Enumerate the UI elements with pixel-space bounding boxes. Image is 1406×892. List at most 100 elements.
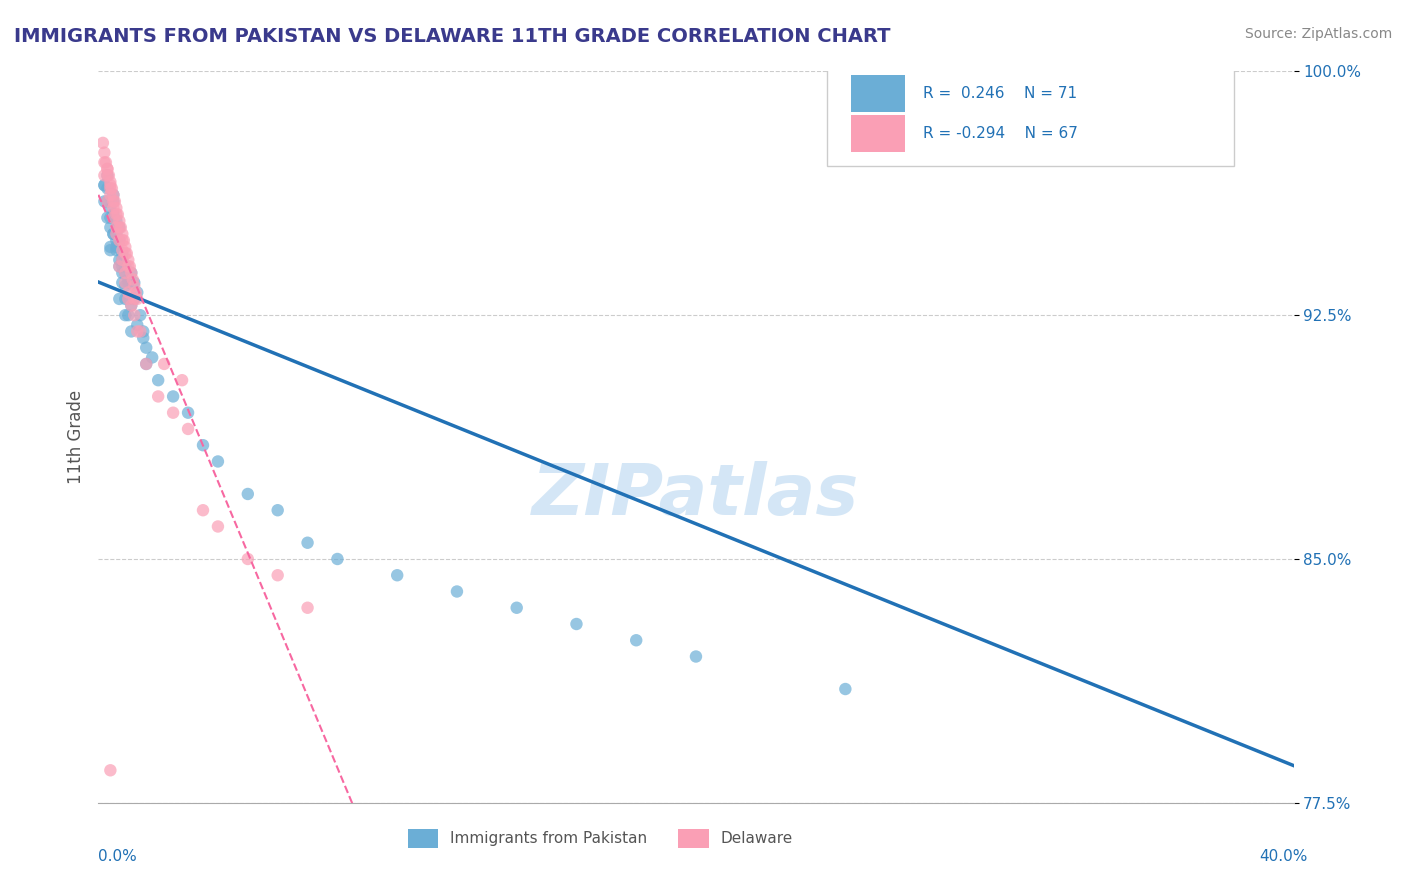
Point: [93, 155, 115, 169]
Point: [103, 201, 125, 215]
Point: [114, 308, 136, 322]
Point: [114, 266, 136, 280]
FancyBboxPatch shape: [852, 75, 905, 112]
Point: [96, 194, 118, 209]
Point: [111, 234, 134, 248]
Point: [236, 487, 259, 501]
Point: [117, 276, 139, 290]
Point: [124, 292, 146, 306]
Point: [141, 351, 163, 365]
Point: [105, 227, 128, 241]
Point: [148, 389, 170, 403]
Point: [1133, 80, 1156, 95]
Point: [207, 519, 229, 533]
Point: [117, 272, 139, 286]
Text: R =  0.246    N = 71: R = 0.246 N = 71: [922, 86, 1077, 101]
Point: [267, 503, 290, 517]
Point: [93, 169, 115, 183]
Point: [124, 279, 146, 293]
Point: [103, 194, 125, 209]
Point: [111, 252, 134, 267]
Point: [120, 298, 142, 312]
Point: [105, 214, 128, 228]
Point: [103, 207, 125, 221]
Point: [108, 234, 131, 248]
Point: [120, 266, 142, 280]
Point: [297, 535, 319, 549]
Point: [96, 181, 118, 195]
Point: [111, 276, 134, 290]
Point: [96, 161, 118, 176]
Point: [98, 243, 122, 257]
Point: [91, 136, 114, 150]
Point: [105, 207, 128, 221]
Point: [177, 422, 200, 436]
Point: [111, 266, 134, 280]
Point: [114, 276, 136, 290]
Point: [108, 220, 131, 235]
Point: [115, 246, 138, 260]
Point: [103, 187, 125, 202]
Point: [94, 155, 117, 169]
Point: [98, 175, 122, 189]
Point: [117, 308, 139, 322]
Point: [96, 169, 118, 183]
Point: [129, 325, 152, 339]
Point: [98, 764, 122, 778]
Point: [148, 373, 170, 387]
Point: [153, 357, 176, 371]
Point: [135, 341, 157, 355]
Point: [105, 220, 128, 235]
Point: [236, 552, 259, 566]
Point: [105, 240, 128, 254]
Point: [96, 161, 118, 176]
Point: [103, 227, 125, 241]
Point: [117, 285, 139, 300]
Point: [93, 194, 115, 209]
Point: [103, 211, 125, 225]
Point: [446, 584, 468, 599]
FancyBboxPatch shape: [852, 115, 905, 152]
Text: Source: ZipAtlas.com: Source: ZipAtlas.com: [1244, 27, 1392, 41]
Point: [118, 260, 141, 274]
Point: [207, 454, 229, 468]
Point: [626, 633, 648, 648]
Point: [114, 292, 136, 306]
Text: IMMIGRANTS FROM PAKISTAN VS DELAWARE 11TH GRADE CORRELATION CHART: IMMIGRANTS FROM PAKISTAN VS DELAWARE 11T…: [14, 27, 890, 45]
Point: [267, 568, 290, 582]
Point: [107, 207, 129, 221]
Point: [506, 600, 529, 615]
Text: R = -0.294    N = 67: R = -0.294 N = 67: [922, 126, 1078, 141]
Point: [114, 260, 136, 274]
Point: [111, 227, 134, 241]
Point: [135, 357, 157, 371]
Point: [385, 568, 409, 582]
Point: [834, 681, 856, 696]
Point: [117, 252, 139, 267]
Point: [110, 220, 132, 235]
Legend: Immigrants from Pakistan, Delaware: Immigrants from Pakistan, Delaware: [402, 822, 799, 854]
Point: [120, 266, 142, 280]
Point: [108, 214, 131, 228]
Point: [117, 292, 139, 306]
Point: [124, 292, 146, 306]
Point: [105, 234, 128, 248]
Point: [96, 169, 118, 183]
Point: [98, 211, 122, 225]
Point: [112, 234, 135, 248]
Point: [121, 272, 143, 286]
Point: [96, 211, 118, 225]
FancyBboxPatch shape: [827, 57, 1234, 167]
Point: [135, 357, 157, 371]
Point: [103, 187, 125, 202]
Point: [105, 201, 128, 215]
Point: [162, 406, 184, 420]
Point: [114, 279, 136, 293]
Point: [127, 292, 149, 306]
Point: [97, 169, 120, 183]
Y-axis label: 11th Grade: 11th Grade: [66, 390, 84, 484]
Point: [297, 600, 319, 615]
Point: [129, 308, 152, 322]
Point: [127, 285, 149, 300]
Point: [111, 246, 134, 260]
